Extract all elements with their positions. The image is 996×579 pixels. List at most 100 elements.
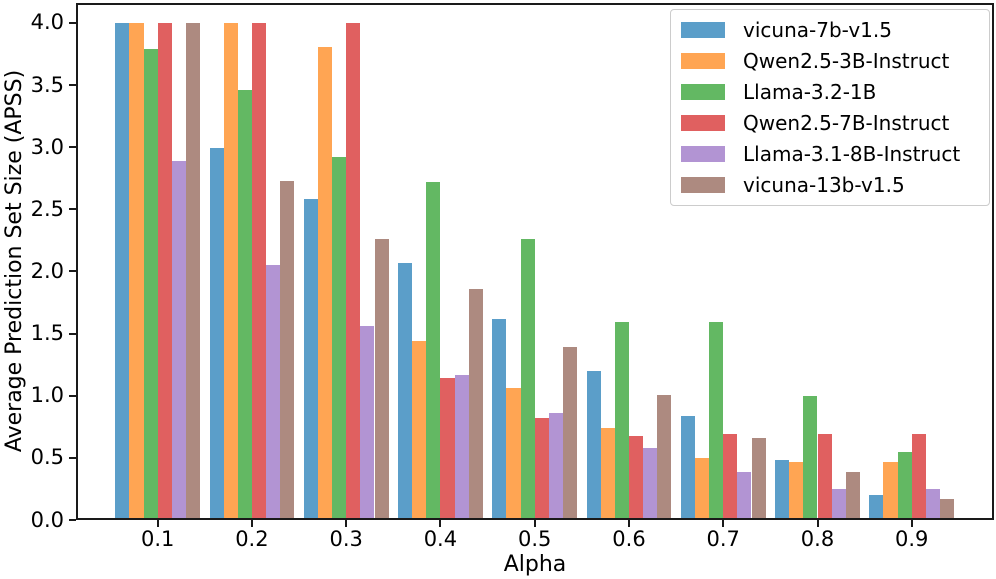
bar-Qwen2.5-7B-Instruct-alpha-0.3 xyxy=(346,22,361,520)
x-tick-label: 0.6 xyxy=(612,527,646,551)
y-tick-label: 1.5 xyxy=(30,321,64,346)
bar-Qwen2.5-7B-Instruct-alpha-0.6 xyxy=(629,435,644,520)
legend-swatch xyxy=(681,114,725,131)
y-tick-mark xyxy=(69,270,76,273)
legend-item-vicuna-13b-v1.5: vicuna-13b-v1.5 xyxy=(671,174,989,196)
bar-vicuna-7b-v1.5-alpha-0.4 xyxy=(398,262,413,520)
y-tick-label: 2.5 xyxy=(30,196,64,221)
legend-label: vicuna-7b-v1.5 xyxy=(743,18,892,43)
x-tick-label: 0.5 xyxy=(517,527,552,551)
bar-Llama-3.2-1B-alpha-0.5 xyxy=(520,239,535,520)
x-tick-mark xyxy=(722,520,725,527)
y-tick-label: 2.0 xyxy=(30,258,64,283)
x-tick-label: 0.1 xyxy=(140,527,175,551)
bar-Llama-3.2-1B-alpha-0.4 xyxy=(426,182,441,520)
x-tick-label: 0.3 xyxy=(329,527,363,551)
legend-label: Qwen2.5-3B-Instruct xyxy=(743,49,950,74)
bar-vicuna-13b-v1.5-alpha-0.7 xyxy=(751,438,766,520)
legend: vicuna-7b-v1.5 Qwen2.5-3B-Instruct Llama-3… xyxy=(670,9,990,206)
bar-vicuna-7b-v1.5-alpha-0.5 xyxy=(492,318,507,520)
legend-label: vicuna-13b-v1.5 xyxy=(743,172,905,197)
x-tick-mark xyxy=(345,520,348,527)
legend-label: Llama-3.2-1B xyxy=(743,80,877,105)
y-tick-label: 0.5 xyxy=(30,445,64,470)
x-axis-label: Alpha xyxy=(503,552,567,577)
y-tick-label: 3.5 xyxy=(30,72,64,97)
bar-Qwen2.5-3B-Instruct-alpha-0.2 xyxy=(223,22,238,520)
x-tick-mark xyxy=(439,520,442,527)
bar-Qwen2.5-7B-Instruct-alpha-0.8 xyxy=(817,434,832,520)
bar-Llama-3.1-8B-Instruct-alpha-0.1 xyxy=(171,160,186,520)
bar-Qwen2.5-3B-Instruct-alpha-0.9 xyxy=(883,461,898,520)
bar-Llama-3.2-1B-alpha-0.7 xyxy=(709,322,724,520)
x-tick-label: 0.7 xyxy=(706,527,740,551)
bar-Qwen2.5-7B-Instruct-alpha-0.5 xyxy=(534,418,549,520)
bar-Qwen2.5-7B-Instruct-alpha-0.9 xyxy=(911,434,926,520)
bar-vicuna-13b-v1.5-alpha-0.9 xyxy=(940,498,955,520)
y-tick-label: 3.0 xyxy=(30,134,64,159)
legend-item-Llama-3.1-8B-Instruct: Llama-3.1-8B-Instruct xyxy=(671,143,989,165)
bar-vicuna-7b-v1.5-alpha-0.2 xyxy=(209,148,224,520)
bar-Qwen2.5-3B-Instruct-alpha-0.1 xyxy=(129,22,144,520)
bar-Qwen2.5-7B-Instruct-alpha-0.7 xyxy=(723,434,738,520)
y-tick-mark xyxy=(69,456,76,459)
x-tick-mark xyxy=(910,520,913,527)
legend-item-Qwen2.5-3B-Instruct: Qwen2.5-3B-Instruct xyxy=(671,50,989,72)
x-tick-label: 0.4 xyxy=(423,527,458,551)
x-tick-mark xyxy=(628,520,630,527)
y-tick-label: 4.0 xyxy=(30,10,64,35)
legend-swatch xyxy=(681,145,725,162)
bar-vicuna-7b-v1.5-alpha-0.9 xyxy=(869,495,884,520)
y-tick-mark xyxy=(69,21,76,24)
bar-vicuna-13b-v1.5-alpha-0.5 xyxy=(563,347,578,520)
bar-vicuna-13b-v1.5-alpha-0.1 xyxy=(186,22,201,520)
bar-Llama-3.1-8B-Instruct-alpha-0.4 xyxy=(454,374,469,520)
legend-label: Qwen2.5-7B-Instruct xyxy=(743,110,950,135)
y-tick-label: 1.0 xyxy=(30,383,64,408)
bar-vicuna-7b-v1.5-alpha-0.6 xyxy=(586,370,601,520)
y-axis-label: Average Prediction Set Size (APSS) xyxy=(2,69,27,453)
bar-Llama-3.1-8B-Instruct-alpha-0.8 xyxy=(831,488,846,520)
bar-vicuna-7b-v1.5-alpha-0.8 xyxy=(775,460,790,520)
bar-Qwen2.5-3B-Instruct-alpha-0.7 xyxy=(694,457,710,520)
y-tick-mark xyxy=(69,394,76,397)
y-tick-label: 0.0 xyxy=(30,507,64,532)
legend-swatch xyxy=(681,176,725,193)
bar-Qwen2.5-3B-Instruct-alpha-0.8 xyxy=(789,461,804,520)
legend-item-vicuna-7b-v1.5: vicuna-7b-v1.5 xyxy=(671,19,989,41)
legend-swatch xyxy=(681,53,725,70)
bar-Llama-3.1-8B-Instruct-alpha-0.7 xyxy=(737,471,752,520)
bar-Llama-3.2-1B-alpha-0.6 xyxy=(614,322,629,520)
bar-Qwen2.5-7B-Instruct-alpha-0.2 xyxy=(251,22,267,520)
bar-Llama-3.1-8B-Instruct-alpha-0.3 xyxy=(360,326,375,520)
bar-vicuna-7b-v1.5-alpha-0.1 xyxy=(115,22,130,520)
x-tick-mark xyxy=(533,520,536,527)
bar-vicuna-7b-v1.5-alpha-0.3 xyxy=(303,199,318,520)
x-tick-mark xyxy=(250,520,253,527)
legend-swatch xyxy=(681,22,725,39)
bar-Llama-3.2-1B-alpha-0.8 xyxy=(803,395,818,520)
legend-item-Qwen2.5-7B-Instruct: Qwen2.5-7B-Instruct xyxy=(671,112,989,134)
x-tick-label: 0.8 xyxy=(800,527,835,551)
bar-Qwen2.5-3B-Instruct-alpha-0.3 xyxy=(317,46,333,520)
bar-Qwen2.5-7B-Instruct-alpha-0.4 xyxy=(440,378,455,520)
x-tick-mark xyxy=(156,520,159,527)
bar-Qwen2.5-3B-Instruct-alpha-0.5 xyxy=(506,388,521,520)
x-tick-label: 0.2 xyxy=(235,527,269,551)
plot-area xyxy=(76,3,994,520)
legend-swatch xyxy=(681,84,725,101)
legend-label: Llama-3.1-8B-Instruct xyxy=(743,141,961,166)
bar-vicuna-13b-v1.5-alpha-0.6 xyxy=(657,394,672,520)
y-tick-mark xyxy=(69,332,76,335)
bar-vicuna-13b-v1.5-alpha-0.3 xyxy=(374,239,389,520)
bar-Llama-3.2-1B-alpha-0.3 xyxy=(332,157,347,520)
bar-Qwen2.5-7B-Instruct-alpha-0.1 xyxy=(157,22,172,520)
bar-Qwen2.5-3B-Instruct-alpha-0.4 xyxy=(412,341,427,520)
bar-Llama-3.1-8B-Instruct-alpha-0.5 xyxy=(548,413,563,520)
y-tick-mark xyxy=(69,519,76,521)
bar-vicuna-13b-v1.5-alpha-0.2 xyxy=(280,180,295,520)
bar-Llama-3.1-8B-Instruct-alpha-0.2 xyxy=(266,265,281,520)
bar-Llama-3.2-1B-alpha-0.1 xyxy=(143,49,158,520)
x-tick-label: 0.9 xyxy=(894,527,929,551)
